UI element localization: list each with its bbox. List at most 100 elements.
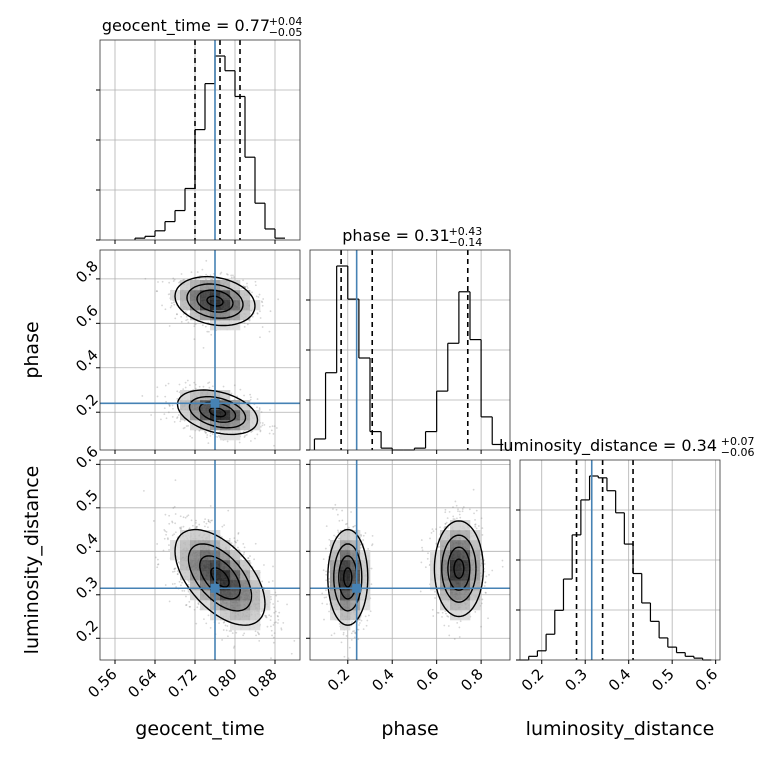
joint-phase-vs-luminosity_distance-sample	[369, 610, 372, 613]
joint-geocent_time-vs-phase-sample	[277, 298, 280, 301]
joint-geocent_time-vs-phase-sample	[168, 281, 171, 284]
joint-geocent_time-vs-phase-sample	[176, 398, 179, 400]
joint-geocent_time-vs-luminosity_distance-sample	[194, 527, 197, 530]
joint-geocent_time-vs-phase-sample	[201, 268, 204, 271]
joint-geocent_time-vs-luminosity_distance-sample	[178, 580, 181, 583]
joint-geocent_time-vs-luminosity_distance-sample	[196, 606, 199, 609]
joint-geocent_time-vs-luminosity_distance-sample	[195, 521, 197, 524]
joint-geocent_time-vs-luminosity_distance-sample	[253, 558, 256, 561]
joint-geocent_time-vs-luminosity_distance-sample	[277, 619, 280, 621]
joint-geocent_time-vs-luminosity_distance-sample	[272, 641, 275, 644]
joint-geocent_time-vs-luminosity_distance-sample	[227, 509, 230, 512]
joint-geocent_time-vs-phase-density-cell	[230, 300, 241, 311]
joint-phase-vs-luminosity_distance-sample	[350, 639, 353, 641]
joint-geocent_time-vs-luminosity_distance-sample	[236, 539, 239, 542]
joint-geocent_time-vs-phase-sample	[273, 425, 276, 428]
joint-phase-vs-luminosity_distance-sample	[421, 546, 423, 549]
joint-geocent_time-vs-phase-sample	[165, 400, 167, 403]
joint-geocent_time-vs-luminosity_distance-sample	[225, 629, 228, 632]
joint-phase-vs-luminosity_distance-sample	[347, 657, 350, 660]
joint-geocent_time-vs-phase-sample	[245, 433, 248, 436]
joint-geocent_time-vs-phase-sample	[201, 324, 204, 327]
joint-geocent_time-vs-luminosity_distance-sample	[277, 615, 279, 618]
joint-geocent_time-vs-luminosity_distance-sample	[242, 542, 245, 545]
joint-geocent_time-vs-phase-sample	[230, 392, 233, 395]
joint-phase-vs-luminosity_distance-sample	[325, 589, 327, 592]
joint-geocent_time-vs-phase-sample	[230, 274, 233, 277]
joint-geocent_time-vs-luminosity_distance-sample	[209, 505, 212, 507]
joint-geocent_time-vs-luminosity_distance-sample	[185, 604, 187, 607]
joint-geocent_time-vs-phase-sample	[157, 281, 159, 283]
joint-geocent_time-vs-luminosity_distance-sample	[207, 526, 209, 529]
joint-geocent_time-vs-phase-sample	[226, 273, 229, 276]
joint-phase-vs-luminosity_distance-sample	[334, 503, 337, 506]
joint-geocent_time-vs-phase-sample	[225, 273, 228, 275]
joint-geocent_time-vs-luminosity_distance-sample	[280, 628, 283, 631]
joint-geocent_time-vs-phase-sample	[259, 336, 261, 339]
joint-geocent_time-vs-luminosity_distance-sample	[278, 611, 281, 614]
joint-geocent_time-vs-phase-density-cell	[240, 420, 251, 431]
joint-geocent_time-vs-luminosity_distance-sample	[173, 582, 176, 585]
joint-geocent_time-vs-phase-sample	[242, 279, 244, 282]
joint-geocent_time-vs-phase-sample	[246, 323, 249, 326]
joint-geocent_time-vs-phase-sample	[202, 385, 205, 388]
joint-geocent_time-vs-luminosity_distance-sample	[188, 605, 191, 608]
joint-geocent_time-vs-phase-sample	[193, 338, 196, 341]
joint-geocent_time-vs-luminosity_distance-sample	[260, 610, 263, 613]
joint-geocent_time-vs-phase-density-cell	[200, 390, 211, 401]
joint-phase-vs-luminosity_distance-sample	[322, 558, 325, 561]
joint-geocent_time-vs-luminosity_distance-sample	[176, 573, 179, 575]
joint-geocent_time-vs-luminosity_distance-sample	[143, 489, 145, 492]
joint-geocent_time-vs-phase-sample	[156, 386, 159, 389]
joint-geocent_time-vs-phase-sample	[254, 280, 257, 283]
joint-geocent_time-vs-phase-sample	[184, 386, 187, 389]
joint-phase-vs-luminosity_distance-sample	[344, 523, 347, 526]
joint-geocent_time-vs-luminosity_distance-sample	[168, 514, 171, 517]
joint-geocent_time-vs-luminosity_distance-sample	[273, 621, 276, 624]
joint-geocent_time-vs-luminosity_distance-sample	[272, 565, 274, 568]
joint-geocent_time-vs-phase-sample	[254, 284, 257, 287]
joint-geocent_time-vs-luminosity_distance-sample	[187, 590, 190, 593]
joint-geocent_time-vs-phase-sample	[167, 411, 170, 414]
joint-geocent_time-vs-phase-density-cell	[230, 280, 241, 291]
joint-geocent_time-vs-luminosity_distance-sample	[173, 567, 176, 570]
joint-phase-vs-luminosity_distance-sample	[328, 610, 330, 613]
joint-geocent_time-vs-phase-density-cell	[190, 290, 201, 301]
joint-phase-vs-luminosity_distance-sample	[360, 619, 363, 622]
joint-geocent_time-vs-luminosity_distance-sample	[195, 622, 198, 625]
joint-geocent_time-vs-luminosity_distance-sample	[231, 632, 234, 634]
joint-geocent_time-vs-phase-sample	[256, 406, 258, 409]
joint-geocent_time-vs-phase-sample	[210, 278, 212, 281]
joint-geocent_time-vs-phase-sample	[163, 413, 166, 416]
joint-geocent_time-vs-phase-contour-0-3	[174, 276, 256, 327]
joint-geocent_time-vs-phase-density-cell	[220, 310, 231, 321]
joint-geocent_time-vs-phase-sample	[272, 432, 275, 435]
joint-geocent_time-vs-luminosity_distance-sample	[176, 570, 179, 573]
joint-geocent_time-vs-phase-sample	[202, 346, 205, 349]
joint-geocent_time-vs-phase-sample	[189, 435, 192, 438]
joint-geocent_time-vs-luminosity_distance-sample	[280, 627, 283, 630]
joint-phase-vs-luminosity_distance-sample	[371, 534, 374, 537]
joint-geocent_time-vs-luminosity_distance-sample	[272, 603, 275, 605]
joint-geocent_time-vs-phase-density-cell	[250, 410, 261, 421]
joint-geocent_time-vs-phase-sample	[249, 440, 252, 442]
joint-geocent_time-vs-luminosity_distance-sample	[265, 616, 267, 618]
joint-geocent_time-vs-phase-sample	[268, 432, 271, 435]
joint-phase-vs-luminosity_distance-sample	[330, 634, 333, 637]
joint-geocent_time-vs-phase-sample	[251, 430, 254, 433]
joint-geocent_time-vs-phase-sample	[203, 430, 206, 433]
joint-geocent_time-vs-phase-sample	[268, 330, 271, 333]
joint-geocent_time-vs-luminosity_distance-sample	[203, 521, 206, 523]
joint-geocent_time-vs-luminosity_distance-sample	[195, 525, 198, 528]
joint-geocent_time-vs-phase-contour-1-3	[176, 389, 259, 436]
joint-phase-vs-luminosity_distance-sample	[321, 602, 324, 605]
joint-phase-vs-luminosity_distance-sample	[347, 526, 350, 529]
joint-geocent_time-vs-phase-sample	[251, 291, 253, 294]
joint-geocent_time-vs-phase-density-cell	[190, 280, 201, 291]
joint-geocent_time-vs-phase-sample	[172, 277, 175, 280]
joint-geocent_time-vs-luminosity_distance-sample	[156, 543, 159, 545]
joint-geocent_time-vs-phase-sample	[194, 278, 197, 281]
joint-geocent_time-vs-phase-sample	[230, 276, 233, 279]
joint-geocent_time-vs-phase-sample	[256, 312, 259, 315]
joint-geocent_time-vs-luminosity_distance-sample	[163, 537, 166, 540]
